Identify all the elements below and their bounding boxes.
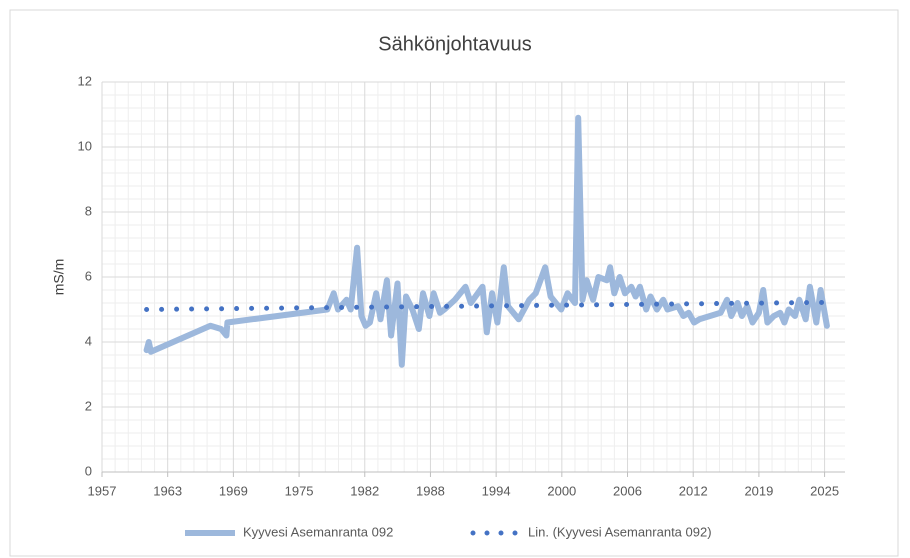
chart-title: Sähkönjohtavuus <box>378 33 531 55</box>
x-tick-label: 2000 <box>547 483 576 498</box>
x-tick-label: 2006 <box>613 483 642 498</box>
x-tick-label: 1988 <box>416 483 445 498</box>
x-tick-label: 2025 <box>810 483 839 498</box>
series-line <box>143 114 830 368</box>
x-tick-label: 1963 <box>153 483 182 498</box>
y-tick-label: 8 <box>85 203 92 218</box>
x-tick-label: 1982 <box>350 483 379 498</box>
y-tick-label: 4 <box>85 333 92 348</box>
legend-label: Kyyvesi Asemanranta 092 <box>243 524 393 539</box>
y-axis-label: mS/m <box>51 259 67 296</box>
x-tick-label: 1969 <box>219 483 248 498</box>
chart-frame <box>9 9 899 557</box>
y-tick-label: 0 <box>85 463 92 478</box>
y-tick-label: 12 <box>78 73 92 88</box>
x-tick-label: 1994 <box>482 483 511 498</box>
x-tick-label: 2019 <box>744 483 773 498</box>
x-tick-label: 1975 <box>285 483 314 498</box>
y-tick-label: 2 <box>85 398 92 413</box>
legend-label: Lin. (Kyyvesi Asemanranta 092) <box>528 524 712 539</box>
x-tick-label: 2012 <box>679 483 708 498</box>
y-tick-label: 10 <box>78 138 92 153</box>
y-tick-label: 6 <box>85 268 92 283</box>
x-tick-label: 1957 <box>88 483 117 498</box>
